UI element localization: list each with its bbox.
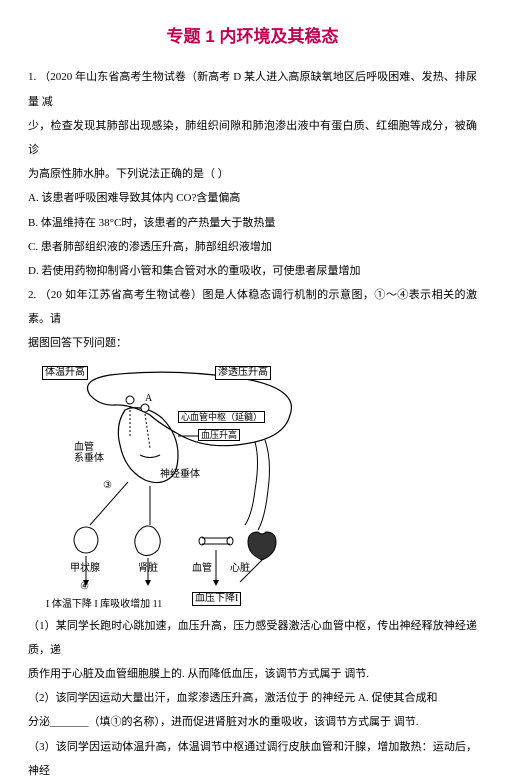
q1-option-c: C. 患者肺部组织液的渗透压升高，肺部组织液增加 xyxy=(28,235,477,259)
q1-stem-line2: 少，检查发现其肺部出现感染，肺组织间隙和肺泡渗出液中有蛋白质、红细胞等成分，被确… xyxy=(28,114,477,162)
label-xueguan: 血管 xyxy=(192,558,212,580)
label-tiwenshenggao: 体温升高 xyxy=(42,366,88,380)
q2-stem-line2: 据图回答下列问题： xyxy=(28,331,477,355)
q2-stem-line1: 2. （20 如年江苏省高考生物试卷）图是人体稳态调行机制的示意图，①〜④表示相… xyxy=(28,283,477,331)
label-xueyashenggao: 血压升高 xyxy=(198,429,240,442)
label-shentouya: 渗透压升高 xyxy=(215,366,271,380)
label-circle-3: ③ xyxy=(103,475,112,497)
q2-sub3-line1: （3）该同学因运动体温升高，体温调节中枢通过调行皮肤血管和汗腺，增加散热：运动后… xyxy=(28,735,477,783)
q2-sub1-line2: 质作用于心脏及血管细胞膜上的. 从而降低血压，该调节方式属于 调节. xyxy=(28,662,477,686)
label-tiwenxiajiang: I 体温下降 I 库吸收增加 11 xyxy=(46,594,162,616)
q1-stem-line3: 为高原性肺水肿。下列说法正确的是（ ） xyxy=(28,162,477,186)
label-xueyaxiajiang: 血压下降I xyxy=(192,592,241,606)
q1-option-d: D. 若使用药物抑制肾小管和集合管对水的重吸收，可使患者尿量增加 xyxy=(28,259,477,283)
label-letter-a: A xyxy=(145,388,152,410)
q2-sub2-line1: （2）该同学因运动大量出汗，血浆渗透压升高，激活位于 的神经元 A. 促使其合成… xyxy=(28,686,477,710)
label-shenzang: 肾脏 xyxy=(138,558,158,580)
label-xinzang: 心脏 xyxy=(230,558,250,580)
label-xinxueguan: 心血管中枢（延髓） xyxy=(178,411,265,424)
label-shenjingchuiti: 神经垂体 xyxy=(160,464,200,486)
q2-sub1-line1: （1）某同学长跑时心跳加速，血压升高，压力感受器激活心血管中枢，传出神经释放神经… xyxy=(28,614,477,662)
label-xueguanchuiti: 血管系垂体 xyxy=(74,442,104,464)
q1-option-a: A. 该患者呼吸困难导致其体内 CO?含量偏高 xyxy=(28,186,477,210)
q2-sub2-line2: 分泌_______（填①的名称），进而促进肾脏对水的重吸收，该调节方式属于 调节… xyxy=(28,710,477,734)
q1-option-b: B. 体温维持在 38°C时，该患者的产热量大于散热量 xyxy=(28,211,477,235)
regulation-diagram: 体温升高 渗透压升高 A 心血管中枢（延髓） 血压升高 血管系垂体 神经垂体 ③… xyxy=(30,360,310,610)
page-title: 专题 1 内环境及其稳态 xyxy=(28,18,477,55)
q1-stem-line1: 1. （2020 年山东省高考生物试卷（新高考 D 某人进入高原缺氧地区后呼吸困… xyxy=(28,65,477,113)
